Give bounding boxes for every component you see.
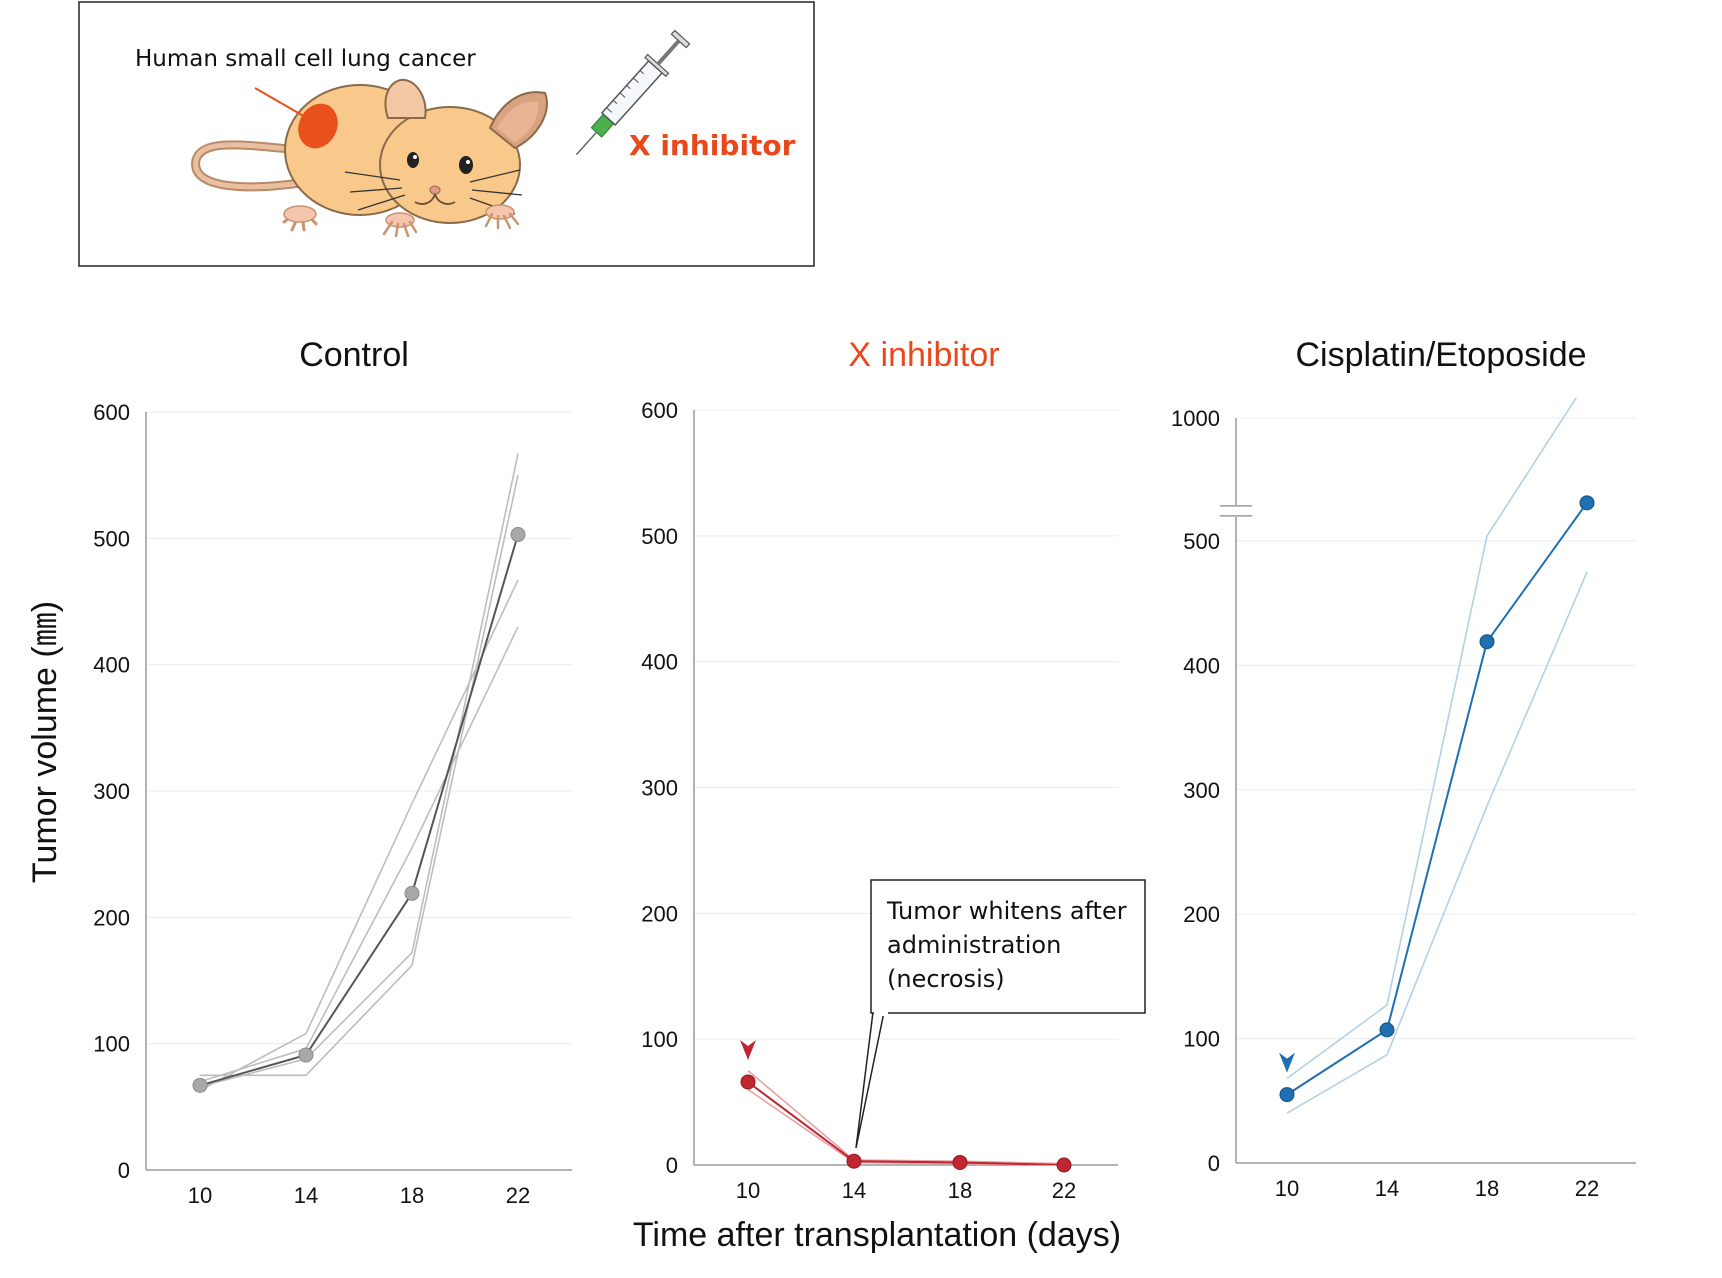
y-tick-label: 200 [1183,902,1220,927]
data-point [404,885,420,901]
callout-line-2: administration [887,931,1061,959]
y-axis-label: Tumor volume (㎜) [26,601,64,883]
series-line-mean [1286,502,1588,1096]
x-tick-label: 18 [400,1183,424,1208]
chart-title: Control [299,336,409,374]
data-point [846,1153,862,1169]
series-line-individual [1286,398,1578,1080]
chart-title: X inhibitor [848,336,999,374]
y-tick-label: 0 [118,1158,130,1183]
data-point [192,1077,208,1093]
tumor-label: Human small cell lung cancer [135,46,476,72]
y-tick-label: 400 [641,650,678,675]
y-tick-label: 200 [641,901,678,926]
treatment-start-arrow-icon [740,1039,756,1060]
x-tick-label: 10 [1275,1176,1299,1201]
y-tick-label: 0 [1208,1151,1220,1176]
x-tick-label: 18 [948,1178,972,1203]
tumor-pointer-line [254,87,308,119]
data-point [952,1154,968,1170]
tumor-icon [298,103,338,149]
axis-break-gap [1222,504,1250,517]
y-tick-label: 100 [93,1032,130,1057]
series-line-individual [747,1069,1065,1165]
y-tick-label: 600 [93,400,130,425]
illustration-panel: Human small cell lung cancer X inhibitor [78,1,815,267]
data-point [1056,1157,1072,1173]
y-tick-label: 200 [93,905,130,930]
x-tick-label: 22 [1575,1176,1599,1201]
data-point [510,527,526,543]
y-tick-label: 300 [93,779,130,804]
series-line-mean [199,534,519,1087]
necrosis-callout: Tumor whitens after administration (necr… [855,879,1146,1149]
y-tick-label: 100 [1183,1027,1220,1052]
x-tick-label: 22 [1052,1178,1076,1203]
callout-line-3: (necrosis) [887,965,1005,993]
y-tick-label: 0 [666,1153,678,1178]
y-tick-label: 500 [1183,529,1220,554]
data-point [1379,1022,1395,1038]
series-line-individual [1286,571,1588,1114]
y-tick-label: 500 [641,524,678,549]
series-line-individual [199,579,519,1092]
y-tick-label: 500 [93,526,130,551]
callout-line-1: Tumor whitens after [886,897,1127,925]
chart-panel-x-inhibitor: X inhibitor 0 100 200 300 400 500 600 10 14 18 22 [641,336,1118,1203]
y-tick-label: 100 [641,1027,678,1052]
x-tick-label: 14 [1375,1176,1399,1201]
x-tick-label: 18 [1475,1176,1499,1201]
y-tick-label: 300 [1183,778,1220,803]
series-line-individual [199,626,519,1083]
chart-panel-cisplatin-etoposide: Cisplatin/Etoposide 0 100 200 300 400 500 1000… [1171,336,1636,1201]
data-point [1479,634,1495,650]
drug-label: X inhibitor [629,129,796,162]
data-point [1279,1087,1295,1103]
series-line-individual [747,1088,1065,1165]
callout-box [870,879,1146,1014]
syringe-icon [575,29,691,156]
series-line-mean [747,1081,1065,1165]
x-tick-label: 10 [188,1183,212,1208]
data-point [740,1074,756,1090]
chart-panel-control: Control 0 100 200 300 400 500 600 10 14 18 22 [93,336,572,1208]
x-tick-label: 10 [736,1178,760,1203]
x-tick-label: 22 [506,1183,530,1208]
y-tick-label: 1000 [1171,406,1220,431]
data-point [298,1047,314,1063]
series-line-individual [199,453,519,1088]
callout-pointer [855,1011,885,1149]
treatment-start-arrow-icon [1279,1052,1295,1073]
chart-title: Cisplatin/Etoposide [1295,336,1586,374]
series-line-individual [200,475,519,1077]
data-point [1579,495,1595,511]
y-tick-label: 300 [641,776,678,801]
x-axis-label: Time after transplantation (days) [633,1216,1121,1254]
x-tick-label: 14 [294,1183,318,1208]
y-tick-label: 400 [1183,653,1220,678]
y-tick-label: 400 [93,653,130,678]
x-tick-label: 14 [842,1178,866,1203]
y-tick-label: 600 [641,398,678,423]
